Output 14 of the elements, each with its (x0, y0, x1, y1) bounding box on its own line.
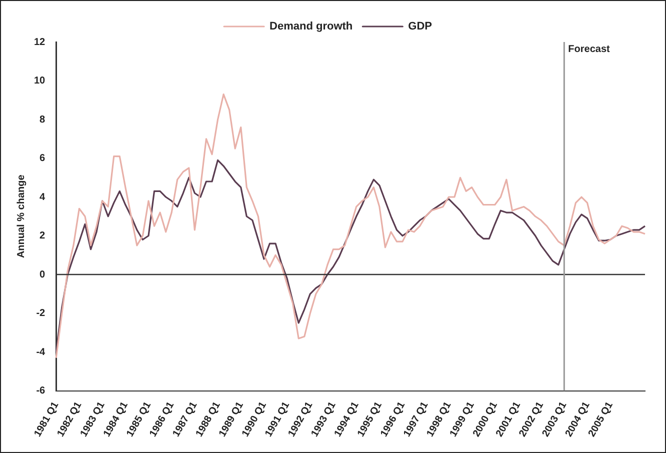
legend-label: GDP (408, 20, 432, 33)
y-axis-title: Annual % change (16, 174, 27, 258)
y-tick-label: 6 (40, 153, 46, 164)
legend-label: Demand growth (270, 20, 353, 33)
y-tick-label: -6 (36, 386, 46, 397)
ref-line-label: Forecast (568, 44, 611, 55)
y-tick-label: 8 (40, 114, 46, 126)
y-tick-label: 4 (40, 192, 46, 203)
y-tick-label: 0 (40, 269, 46, 280)
y-tick-label: 10 (34, 76, 46, 87)
y-tick-label: 2 (40, 230, 46, 242)
y-tick-label: 12 (34, 36, 46, 48)
y-tick-label: -2 (36, 308, 46, 320)
y-tick-label: -4 (36, 346, 46, 358)
